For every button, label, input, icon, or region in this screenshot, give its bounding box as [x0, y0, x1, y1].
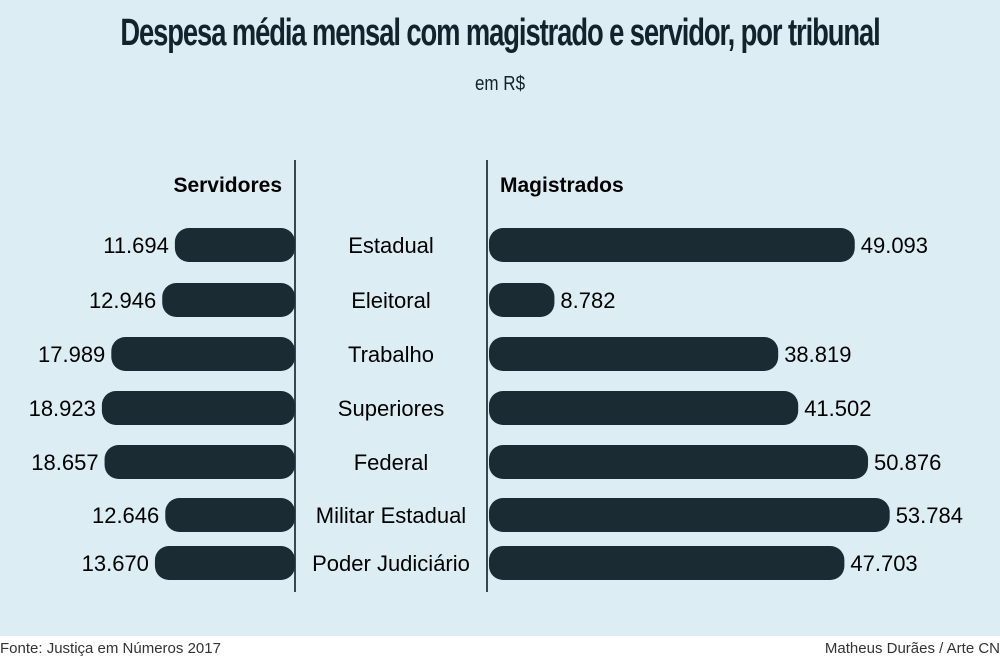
- value-label-servidores: 18.657: [31, 450, 98, 475]
- bar-magistrados: [489, 445, 869, 479]
- credit-note: Matheus Durães / Arte CN: [824, 640, 1000, 657]
- magistrados-header: Magistrados: [500, 174, 624, 197]
- servidores-header: Servidores: [173, 174, 282, 197]
- bar-servidores: [162, 283, 295, 317]
- value-label-servidores: 17.989: [38, 342, 105, 367]
- category-label: Superiores: [338, 396, 444, 421]
- bar-magistrados: [489, 337, 779, 371]
- bar-servidores: [111, 337, 295, 371]
- bar-servidores: [101, 391, 295, 425]
- value-label-servidores: 13.670: [82, 551, 149, 576]
- value-label-magistrados: 8.782: [560, 288, 615, 313]
- bar-servidores: [174, 228, 295, 262]
- bar-servidores: [104, 445, 295, 479]
- category-label: Militar Estadual: [316, 503, 466, 528]
- value-label-magistrados: 38.819: [784, 342, 851, 367]
- bar-servidores: [165, 498, 295, 532]
- value-label-magistrados: 49.093: [861, 233, 928, 258]
- value-label-servidores: 12.646: [92, 503, 159, 528]
- bar-magistrados: [489, 546, 845, 580]
- value-label-magistrados: 47.703: [850, 551, 917, 576]
- source-note: Fonte: Justiça em Números 2017: [0, 640, 221, 657]
- bar-magistrados: [489, 391, 799, 425]
- footer-strip: [0, 636, 1000, 664]
- category-label: Eleitoral: [351, 288, 430, 313]
- category-label: Federal: [354, 450, 429, 475]
- bar-rows: 11.694 49.093 Estadual 12.946 8.782 Eleitoral…: [29, 228, 963, 580]
- chart-subtitle: em R$: [474, 73, 526, 95]
- chart-title: Despesa média mensal com magistrado e se…: [120, 12, 880, 54]
- chart: Servidores Magistrados 11.694 49.093 Estad…: [29, 160, 963, 592]
- value-label-servidores: 12.946: [89, 288, 156, 313]
- value-label-servidores: 18.923: [29, 396, 96, 421]
- bar-magistrados: [489, 283, 555, 317]
- category-label: Trabalho: [348, 342, 434, 367]
- value-label-magistrados: 50.876: [874, 450, 941, 475]
- value-label-servidores: 11.694: [103, 233, 169, 258]
- bar-magistrados: [489, 498, 890, 532]
- category-label: Poder Judiciário: [312, 551, 470, 576]
- value-label-magistrados: 41.502: [804, 396, 871, 421]
- bar-magistrados: [489, 228, 855, 262]
- value-label-magistrados: 53.784: [896, 503, 963, 528]
- bar-servidores: [154, 546, 295, 580]
- category-label: Estadual: [348, 233, 434, 258]
